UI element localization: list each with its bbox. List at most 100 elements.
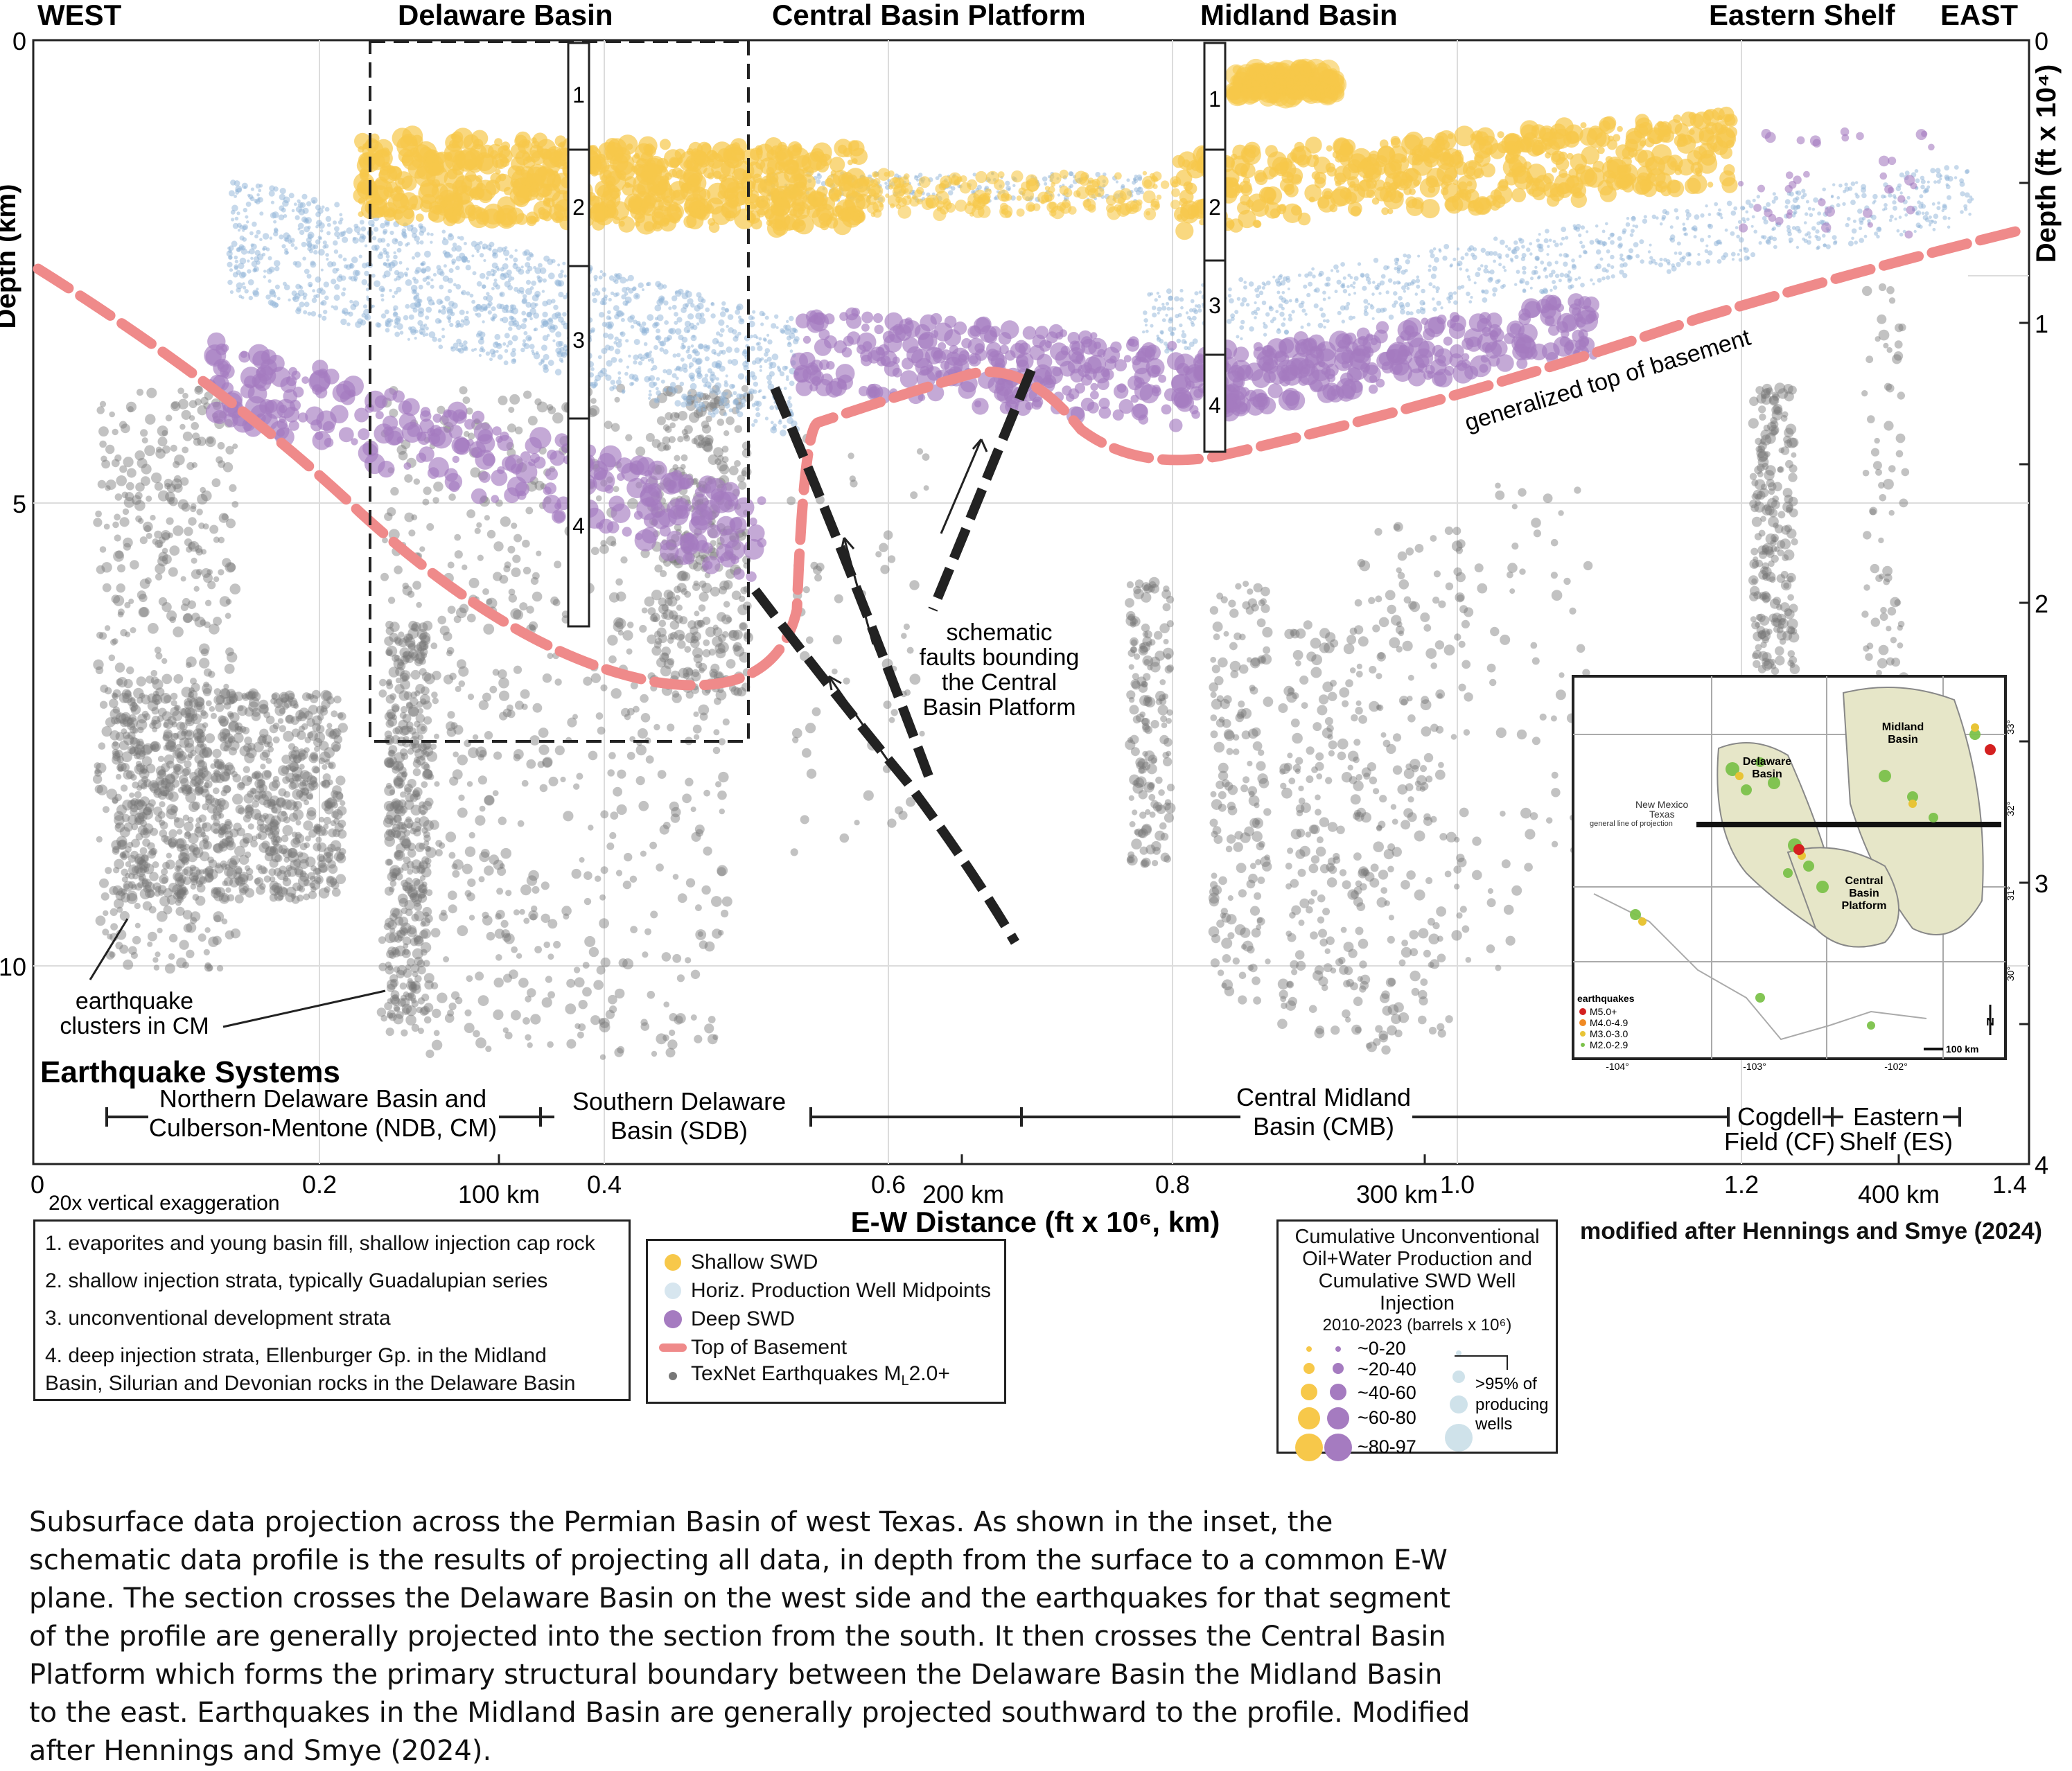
earthquake-point: [279, 707, 286, 714]
earthquake-point: [290, 716, 299, 725]
earthquake-point: [482, 911, 489, 919]
earthquake-point: [393, 966, 401, 973]
earthquake-point: [141, 710, 149, 718]
earthquake-point: [171, 779, 180, 788]
earthquake-point: [188, 698, 199, 708]
earthquake-point: [216, 804, 225, 813]
earthquake-point: [242, 726, 250, 734]
horizontal-well-point: [606, 315, 611, 320]
earthquake-point: [317, 842, 327, 852]
earthquake-point: [792, 728, 802, 739]
earthquake-point: [895, 806, 904, 815]
earthquake-point: [172, 710, 183, 721]
earthquake-point: [288, 782, 297, 790]
earthquake-point: [251, 712, 261, 721]
earthquake-point: [135, 816, 145, 825]
earthquake-point: [662, 1034, 669, 1041]
earthquake-point: [576, 773, 583, 780]
earthquake-point: [328, 761, 336, 770]
horizontal-well-point: [682, 344, 686, 349]
earthquake-point: [1234, 924, 1246, 935]
horizontal-well-point: [553, 304, 559, 310]
earthquake-point: [204, 867, 214, 876]
earthquake-point: [186, 922, 197, 933]
earthquake-point: [121, 728, 128, 734]
earthquake-point: [109, 730, 120, 741]
earthquake-point: [667, 591, 676, 600]
earthquake-point: [147, 842, 155, 850]
horizontal-well-point: [448, 233, 453, 238]
earthquake-point: [530, 1014, 541, 1025]
horizontal-well-point: [346, 322, 351, 326]
horizontal-well-point: [494, 333, 501, 340]
horizontal-well-point: [306, 274, 312, 279]
horizontal-well-point: [430, 233, 434, 236]
earthquake-point: [609, 831, 617, 840]
earthquake-point: [157, 811, 166, 819]
horizontal-well-point: [491, 306, 496, 312]
earthquake-point: [615, 578, 623, 586]
earthquake-point: [1867, 415, 1875, 423]
earthquake-point: [1363, 773, 1371, 780]
earthquake-point: [1461, 619, 1470, 629]
earthquake-point: [193, 786, 204, 796]
earthquake-point: [330, 840, 342, 852]
earthquake-point: [1377, 652, 1385, 660]
earthquake-point: [1252, 727, 1261, 737]
earthquake-point: [454, 534, 462, 541]
earthquake-point: [225, 836, 233, 843]
earthquake-point: [330, 820, 337, 827]
earthquake-point: [640, 713, 651, 723]
earthquake-point: [467, 694, 475, 701]
earthquake-point: [270, 845, 277, 854]
earthquake-point: [161, 532, 170, 541]
earthquake-point: [114, 898, 124, 909]
earthquake-point: [832, 635, 843, 644]
earthquake-point: [1247, 760, 1253, 767]
earthquake-point: [1428, 933, 1439, 944]
earthquake-point: [159, 896, 170, 907]
earthquake-point: [211, 478, 221, 488]
horizontal-well-point: [495, 284, 500, 290]
earthquake-point: [138, 876, 145, 882]
earthquake-point: [299, 764, 305, 770]
earthquake-point: [238, 854, 249, 865]
earthquake-point: [319, 864, 328, 873]
earthquake-point: [1784, 439, 1793, 448]
earthquake-point: [157, 556, 168, 567]
earthquake-point: [449, 672, 457, 680]
earthquake-point: [292, 746, 299, 752]
earthquake-point: [1472, 836, 1482, 846]
earthquake-point: [127, 746, 136, 755]
earthquake-point: [1265, 958, 1271, 964]
earthquake-point: [293, 800, 302, 810]
earthquake-point: [144, 881, 155, 892]
earthquake-point: [125, 492, 134, 502]
horizontal-well-point: [718, 341, 724, 348]
earthquake-point: [322, 773, 331, 782]
earthquake-point: [155, 687, 165, 697]
earthquake-point: [420, 725, 426, 732]
earthquake-point: [254, 770, 262, 779]
earthquake-point: [207, 964, 213, 971]
horizontal-well-point: [436, 299, 443, 305]
earthquake-point: [184, 831, 191, 837]
earthquake-point: [880, 565, 890, 574]
earthquake-point: [268, 868, 276, 876]
earthquake-point: [309, 882, 316, 889]
horizontal-well-point: [730, 394, 733, 397]
earthquake-point: [656, 627, 667, 637]
earthquake-point: [310, 865, 317, 872]
earthquake-point: [195, 784, 204, 793]
earthquake-point: [102, 928, 109, 936]
earthquake-point: [1500, 811, 1506, 817]
earthquake-point: [447, 606, 456, 614]
horizontal-well-point: [405, 267, 410, 271]
earthquake-point: [410, 652, 419, 661]
earthquake-point: [1414, 544, 1424, 553]
earthquake-point: [269, 724, 279, 734]
horizontal-well-point: [234, 180, 240, 186]
earthquake-point: [278, 765, 289, 776]
earthquake-point: [1576, 644, 1586, 653]
earthquake-point: [283, 699, 292, 708]
